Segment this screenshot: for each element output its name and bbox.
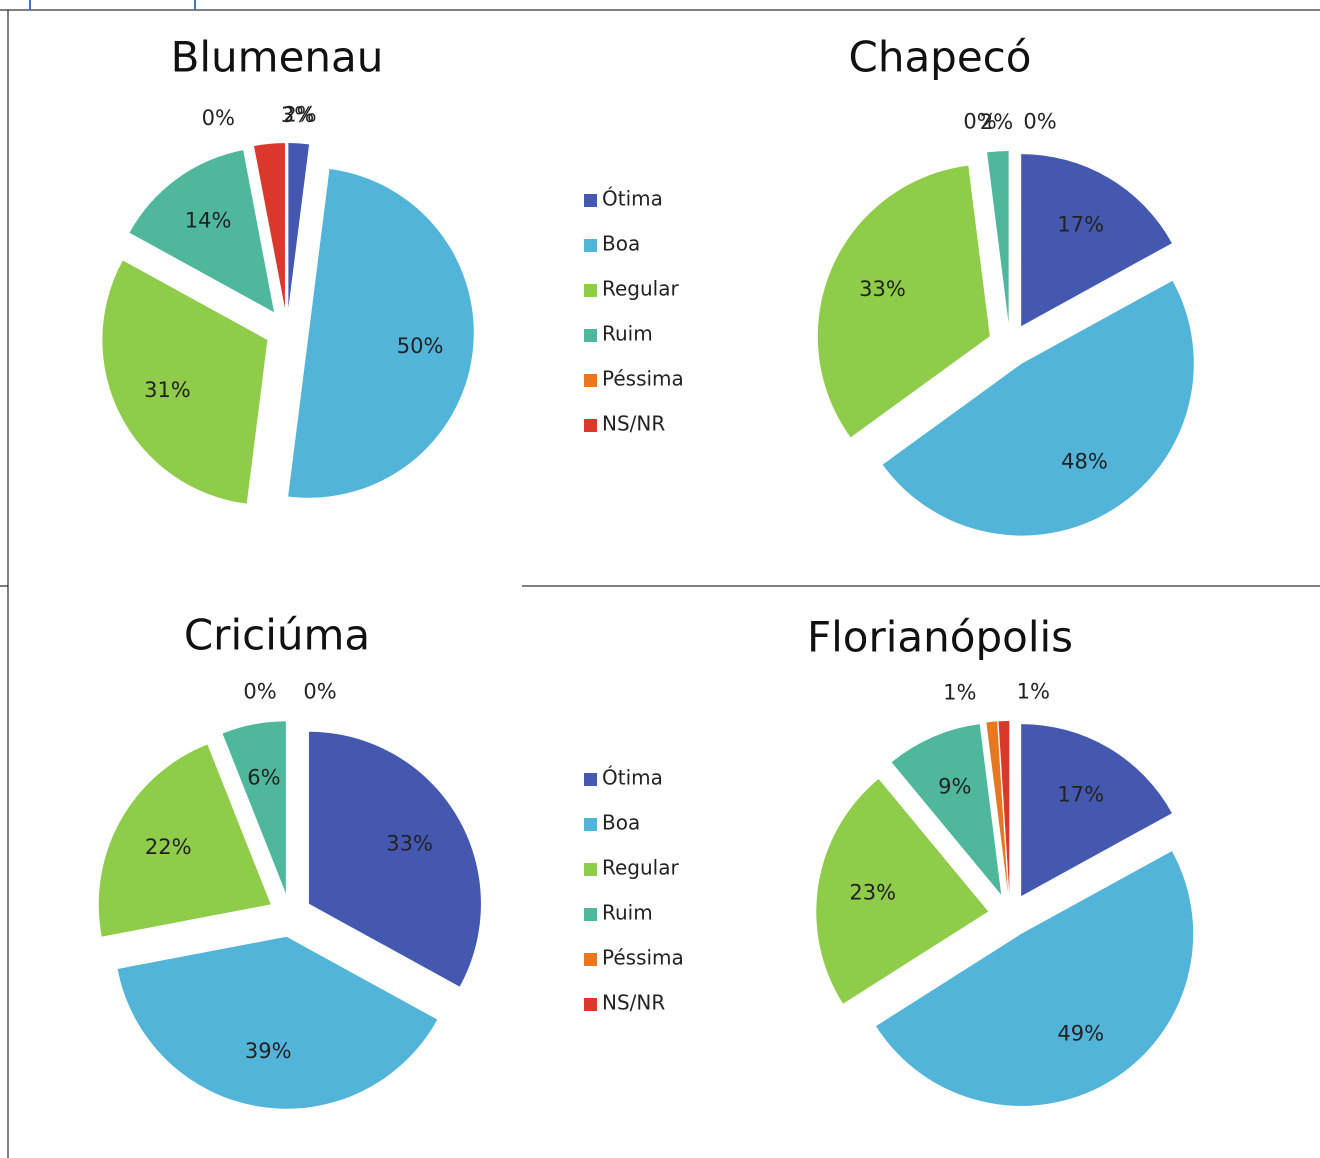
data-label: 0% <box>303 679 336 703</box>
legend-label: Ruim <box>602 322 653 346</box>
pie-slice <box>891 724 1002 895</box>
pie-slice <box>875 851 1194 1106</box>
pie-slice <box>987 151 1009 324</box>
pie-slice <box>98 744 271 937</box>
legend-label: Péssima <box>602 367 684 391</box>
pie-slice <box>998 721 1010 894</box>
data-label: 2% <box>283 103 316 127</box>
data-label: 17% <box>1057 212 1104 236</box>
data-label: 33% <box>386 831 433 855</box>
legend-swatch <box>584 773 597 786</box>
pie-slice <box>288 143 310 309</box>
pie-slice <box>222 721 286 894</box>
data-label: 0% <box>202 106 235 130</box>
legend-label: Péssima <box>602 946 684 970</box>
legend-label: Ótima <box>602 766 663 790</box>
data-label: 49% <box>1057 1022 1104 1046</box>
data-label: 3% <box>281 103 314 127</box>
pie-slice <box>288 169 474 498</box>
pie-slice <box>254 143 285 309</box>
pie-slice <box>1021 154 1172 327</box>
chart-title: Chapecó <box>849 33 1032 82</box>
data-label: 2% <box>980 110 1013 134</box>
legend-label: NS/NR <box>602 991 665 1015</box>
data-label: 0% <box>963 109 996 133</box>
data-label: 17% <box>1057 782 1104 806</box>
legend-swatch <box>584 329 597 342</box>
data-label: 48% <box>1061 449 1108 473</box>
legend-swatch <box>584 908 597 921</box>
legend-label: NS/NR <box>602 412 665 436</box>
pie-slice <box>1021 724 1172 897</box>
data-label: 1% <box>1017 679 1050 703</box>
data-label: 14% <box>185 208 232 232</box>
pie-slice <box>102 260 268 504</box>
legend-label: Regular <box>602 277 679 301</box>
data-label: 39% <box>245 1039 292 1063</box>
legend-swatch <box>584 194 597 207</box>
data-label: 31% <box>144 378 191 402</box>
data-label: 1% <box>943 680 976 704</box>
legend-swatch <box>584 863 597 876</box>
data-label: 0% <box>1023 109 1056 133</box>
data-label: 0% <box>243 679 276 703</box>
legend-swatch <box>584 284 597 297</box>
pie-slice <box>308 731 481 987</box>
legend-swatch <box>584 953 597 966</box>
pie-slice <box>882 280 1194 536</box>
chart-title: Blumenau <box>171 33 384 82</box>
legend-label: Boa <box>602 811 640 835</box>
legend-swatch <box>584 419 597 432</box>
data-label: 9% <box>938 774 971 798</box>
pie-slice <box>117 936 438 1109</box>
pie-slice <box>817 165 990 438</box>
legend-label: Regular <box>602 856 679 880</box>
legend-label: Ótima <box>602 187 663 211</box>
data-label: 33% <box>859 277 906 301</box>
chart-title: Criciúma <box>184 611 370 660</box>
pie-slice <box>816 779 989 1004</box>
legend-swatch <box>584 374 597 387</box>
data-label: 50% <box>397 334 444 358</box>
legend-label: Boa <box>602 232 640 256</box>
pie-slice <box>986 721 1008 894</box>
data-label: 23% <box>849 880 896 904</box>
legend-swatch <box>584 998 597 1011</box>
legend-label: Ruim <box>602 901 653 925</box>
data-label: 22% <box>145 835 192 859</box>
data-label: 6% <box>247 766 280 790</box>
legend-swatch <box>584 818 597 831</box>
chart-title: Florianópolis <box>807 613 1073 662</box>
pie-slice <box>129 150 275 313</box>
legend-swatch <box>584 239 597 252</box>
